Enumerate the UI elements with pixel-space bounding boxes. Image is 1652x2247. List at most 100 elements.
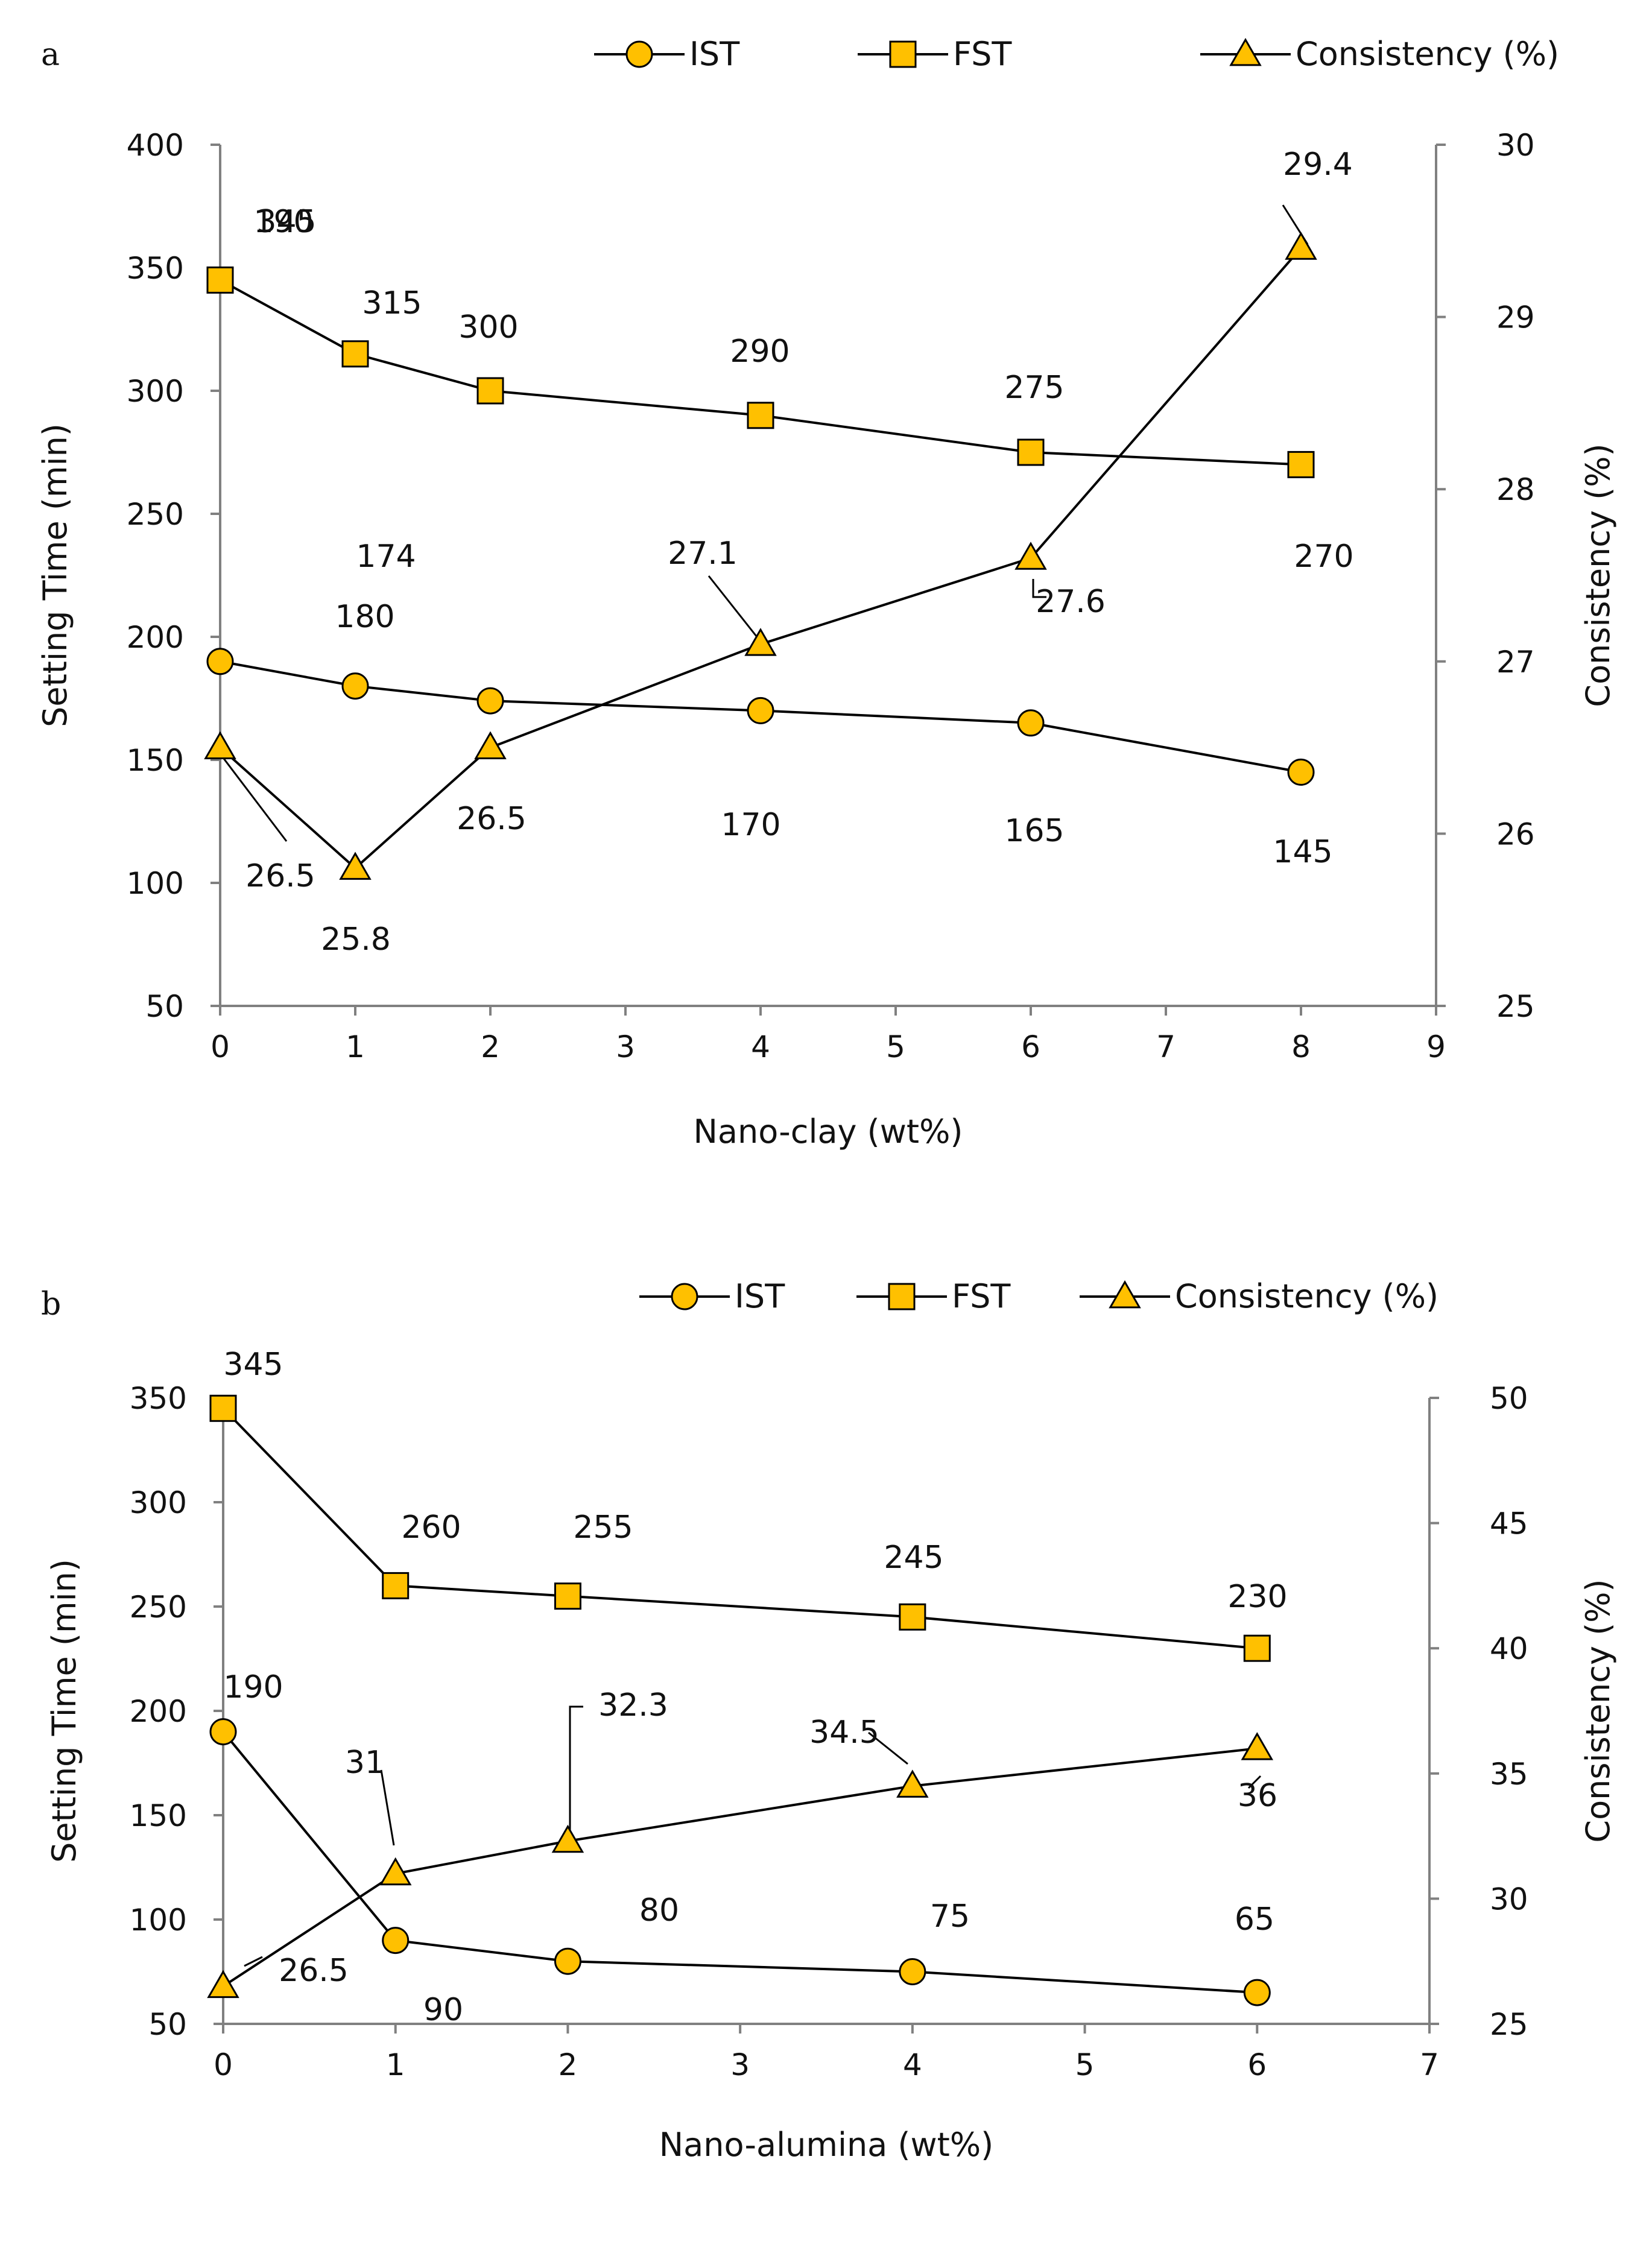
data-label: 190: [223, 1669, 283, 1705]
legend-label: FST: [953, 35, 1012, 73]
data-point-triangle: [1014, 542, 1047, 570]
y-tick-label-left: 300: [127, 374, 184, 409]
y-tick-label-right: 35: [1490, 1757, 1528, 1792]
y-tick-label-left: 300: [130, 1485, 187, 1520]
data-point-triangle: [1241, 1732, 1274, 1760]
y-tick-label-left: 100: [130, 1903, 187, 1938]
y-tick-label-right: 26: [1496, 817, 1535, 852]
data-point-triangle: [744, 628, 777, 656]
legend-marker-triangle: [1109, 1280, 1141, 1309]
y-tick-label-left: 100: [127, 866, 184, 901]
legend-label: Consistency (%): [1175, 1277, 1438, 1315]
data-label: 75: [930, 1898, 970, 1935]
x-tick-label: 2: [559, 2047, 578, 2082]
legend-marker-circle: [625, 40, 653, 68]
data-label: 190: [253, 204, 313, 240]
x-tick-label: 4: [751, 1029, 770, 1064]
data-label: 34.5: [809, 1714, 879, 1751]
y-tick-label-left: 150: [127, 743, 184, 778]
data-label-leader: [1032, 579, 1046, 598]
data-point-square: [382, 1572, 410, 1599]
y-tick-label-right: 27: [1496, 645, 1535, 680]
x-tick-label: 2: [481, 1029, 500, 1064]
data-point-circle: [899, 1958, 926, 1985]
y-axis-title-right: Consistency (%): [1579, 1579, 1617, 1842]
data-point-square: [1017, 438, 1045, 466]
legend-label: IST: [735, 1277, 785, 1315]
data-label: 180: [335, 599, 394, 635]
data-label: 27.1: [668, 536, 738, 572]
data-point-triangle: [1285, 232, 1317, 260]
x-axis-title: Nano-alumina (wt%): [659, 2126, 993, 2164]
legend-marker-triangle: [1229, 37, 1262, 66]
series-line-consistency: [222, 1747, 1258, 1988]
data-label: 80: [639, 1892, 679, 1929]
data-label: 345: [223, 1347, 283, 1383]
y-tick-label-left: 250: [127, 497, 184, 532]
chart-panel-b: 0 1 2 3 4 5 6 750100150200250300350253035404550…: [45, 1277, 1617, 2164]
data-label: 36: [1238, 1778, 1277, 1814]
x-tick-label: 6: [1021, 1029, 1040, 1064]
y-tick-label-right: 28: [1496, 472, 1535, 507]
data-point-circle: [341, 672, 369, 700]
legend-label: IST: [689, 35, 740, 73]
data-label: 25.8: [321, 921, 391, 958]
data-label: 31: [345, 1745, 385, 1781]
data-point-square: [747, 402, 774, 429]
data-label-leader: [1247, 1775, 1262, 1789]
data-label: 275: [1004, 370, 1064, 406]
data-point-circle: [382, 1927, 410, 1955]
data-label: 230: [1227, 1579, 1287, 1615]
panel-b-letter: b: [41, 1286, 61, 1323]
y-axis-title-left: Setting Time (min): [45, 1559, 83, 1863]
data-point-circle: [554, 1947, 581, 1975]
y-tick-label-right: 40: [1490, 1631, 1528, 1666]
panel-a-letter: a: [41, 37, 60, 73]
data-point-square: [206, 266, 234, 294]
y-axis-title-left: Setting Time (min): [36, 423, 74, 727]
y-tick-label-left: 350: [130, 1381, 187, 1416]
x-axis-title: Nano-clay (wt%): [694, 1113, 963, 1151]
y-tick-label-right: 30: [1496, 128, 1535, 163]
data-point-square: [1287, 450, 1315, 478]
y-tick-label-left: 150: [130, 1798, 187, 1833]
y-tick-label-right: 50: [1490, 1381, 1528, 1416]
y-tick-label-right: 45: [1490, 1506, 1528, 1541]
chart-panel-a: 0 1 2 3 4 5 6 7 8 9501001502002503003504002526272…: [36, 35, 1617, 1151]
data-point-square: [899, 1603, 926, 1631]
y-tick-label-left: 350: [127, 251, 184, 286]
y-tick-label-left: 400: [127, 128, 184, 163]
data-label: 270: [1294, 539, 1353, 575]
data-point-circle: [747, 697, 774, 724]
data-point-triangle: [204, 731, 236, 759]
legend-marker-square: [888, 1283, 916, 1310]
y-tick-label-left: 50: [148, 2007, 187, 2042]
series-line-fst: [220, 279, 1302, 466]
data-label: 165: [1004, 813, 1064, 849]
data-label: 345: [256, 204, 316, 240]
x-tick-label: 6: [1247, 2047, 1267, 2082]
data-label-leader: [244, 1956, 263, 1967]
y-tick-label-left: 200: [130, 1694, 187, 1729]
x-tick-label: 8: [1291, 1029, 1311, 1064]
data-label: 260: [401, 1509, 461, 1546]
data-label: 32.3: [598, 1687, 668, 1724]
y-tick-label-right: 29: [1496, 300, 1535, 335]
data-label: 174: [356, 539, 416, 575]
x-tick-label: 0: [210, 1029, 230, 1064]
x-tick-label: 3: [730, 2047, 750, 2082]
data-label-leader: [219, 753, 288, 842]
x-tick-label: 4: [903, 2047, 922, 2082]
data-label: 170: [721, 807, 780, 843]
data-point-triangle: [551, 1824, 584, 1853]
data-point-square: [1243, 1634, 1271, 1662]
x-tick-label: 9: [1426, 1029, 1446, 1064]
data-label-leader: [707, 575, 762, 643]
data-point-square: [554, 1582, 581, 1610]
data-label: 90: [423, 1992, 463, 2028]
series-line-consistency: [219, 247, 1302, 870]
legend-label: FST: [952, 1277, 1011, 1315]
data-label: 145: [1273, 834, 1332, 870]
data-point-square: [209, 1394, 237, 1422]
